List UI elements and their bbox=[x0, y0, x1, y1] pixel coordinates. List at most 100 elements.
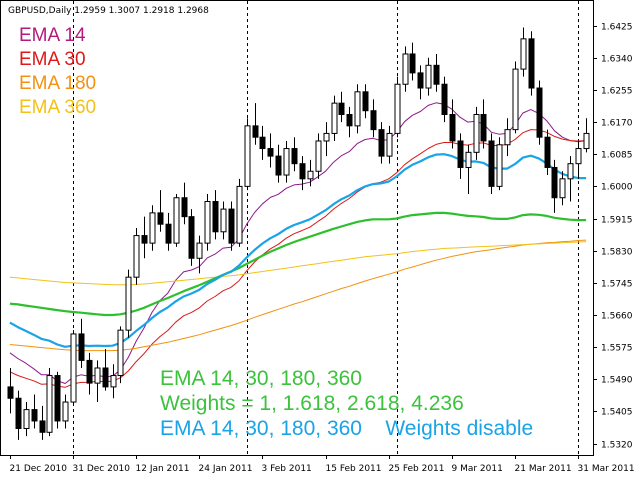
candle-body bbox=[551, 166, 558, 199]
candle bbox=[86, 352, 93, 395]
candle bbox=[323, 122, 330, 157]
candle bbox=[46, 367, 53, 437]
candle bbox=[102, 349, 109, 391]
y-tick-label: 1.5915 bbox=[601, 216, 633, 226]
candle bbox=[267, 133, 274, 168]
annotation-note: Weights = 1, 1.618, 2.618, 4.236 bbox=[160, 392, 464, 415]
legend-label: EMA 30 bbox=[19, 49, 86, 70]
candle-body bbox=[70, 333, 77, 403]
candle-body bbox=[362, 91, 369, 112]
candle-body bbox=[299, 163, 306, 180]
candle-body bbox=[188, 216, 195, 259]
candle-body bbox=[473, 114, 480, 153]
candle bbox=[433, 53, 440, 92]
candle-body bbox=[394, 83, 401, 134]
candle bbox=[567, 156, 574, 202]
candle bbox=[181, 182, 188, 225]
candle-body bbox=[102, 367, 109, 388]
candle bbox=[259, 125, 266, 160]
candle bbox=[559, 171, 566, 206]
candle-body bbox=[7, 386, 14, 399]
legend: EMA 14 EMA 30 EMA 180 EMA 360 bbox=[19, 25, 96, 118]
x-axis: 21 Dec 2010 31 Dec 2010 12 Jan 2011 24 Jan … bbox=[10, 455, 635, 474]
candle bbox=[496, 137, 503, 191]
plot-frame bbox=[0, 0, 594, 456]
y-axis: 1.6425 1.6340 1.6255 1.6170 1.6085 1.6000 1.59… bbox=[593, 23, 633, 451]
x-tick-label: 3 Feb 2011 bbox=[262, 464, 312, 474]
candle bbox=[354, 84, 361, 134]
candle bbox=[125, 269, 132, 338]
candle bbox=[409, 42, 416, 81]
candle bbox=[149, 205, 156, 251]
candle-body bbox=[512, 68, 519, 131]
candle-body bbox=[370, 110, 377, 131]
candle bbox=[62, 394, 69, 429]
candle bbox=[133, 228, 140, 285]
candle bbox=[457, 133, 464, 179]
candle bbox=[54, 371, 61, 429]
y-tick-label: 1.6170 bbox=[601, 119, 633, 129]
candle bbox=[441, 76, 448, 123]
candle bbox=[157, 190, 164, 232]
candle-body bbox=[433, 64, 440, 85]
candle-body bbox=[181, 197, 188, 218]
candle-body bbox=[212, 201, 219, 233]
candle bbox=[117, 326, 124, 384]
candle-body bbox=[259, 136, 266, 150]
candle-body bbox=[457, 140, 464, 168]
y-tick-label: 1.5830 bbox=[601, 248, 633, 258]
candle bbox=[204, 193, 211, 251]
candle-body bbox=[23, 409, 30, 430]
candle bbox=[575, 140, 582, 179]
candle-body bbox=[567, 163, 574, 180]
y-tick-label: 1.5575 bbox=[601, 344, 633, 354]
candle-body bbox=[323, 132, 330, 142]
candle bbox=[504, 118, 511, 157]
candle-body bbox=[283, 148, 290, 176]
candle bbox=[315, 133, 322, 179]
candle bbox=[449, 99, 456, 149]
candle-body bbox=[315, 140, 322, 172]
candle-body bbox=[575, 148, 582, 165]
x-tick-label: 24 Jan 2011 bbox=[199, 464, 253, 474]
candle bbox=[78, 318, 85, 368]
candle-body bbox=[307, 170, 314, 180]
candle-body bbox=[402, 53, 409, 85]
candle-body bbox=[346, 114, 353, 127]
candle bbox=[275, 144, 282, 183]
candle bbox=[520, 27, 527, 77]
candle bbox=[15, 390, 22, 440]
candle bbox=[252, 103, 259, 145]
candle-body bbox=[15, 397, 22, 430]
candle-body bbox=[536, 87, 543, 138]
x-tick-label: 31 Dec 2010 bbox=[73, 464, 131, 474]
candle bbox=[307, 159, 314, 187]
candle bbox=[212, 190, 219, 240]
candle-body bbox=[62, 401, 69, 422]
candle bbox=[23, 402, 30, 437]
candle bbox=[236, 178, 243, 247]
candle-body bbox=[354, 91, 361, 127]
candle bbox=[39, 405, 46, 440]
y-tick-label: 1.6425 bbox=[601, 23, 633, 33]
candle bbox=[173, 193, 180, 247]
candle bbox=[94, 360, 101, 403]
candle-body bbox=[94, 367, 101, 384]
candle-body bbox=[110, 375, 117, 388]
candle-body bbox=[520, 38, 527, 70]
x-tick-label: 21 Dec 2010 bbox=[10, 464, 68, 474]
candle bbox=[110, 364, 117, 399]
candle bbox=[31, 394, 38, 429]
candle-body bbox=[559, 178, 566, 199]
candle bbox=[346, 106, 353, 138]
candle-body bbox=[204, 201, 211, 244]
legend-label: EMA 14 bbox=[19, 25, 86, 46]
candle-body bbox=[267, 148, 274, 157]
candle bbox=[283, 140, 290, 183]
x-tick-label: 21 Mar 2011 bbox=[515, 464, 572, 474]
candle bbox=[473, 106, 480, 160]
candle-body bbox=[441, 83, 448, 115]
candle-body bbox=[244, 125, 251, 187]
